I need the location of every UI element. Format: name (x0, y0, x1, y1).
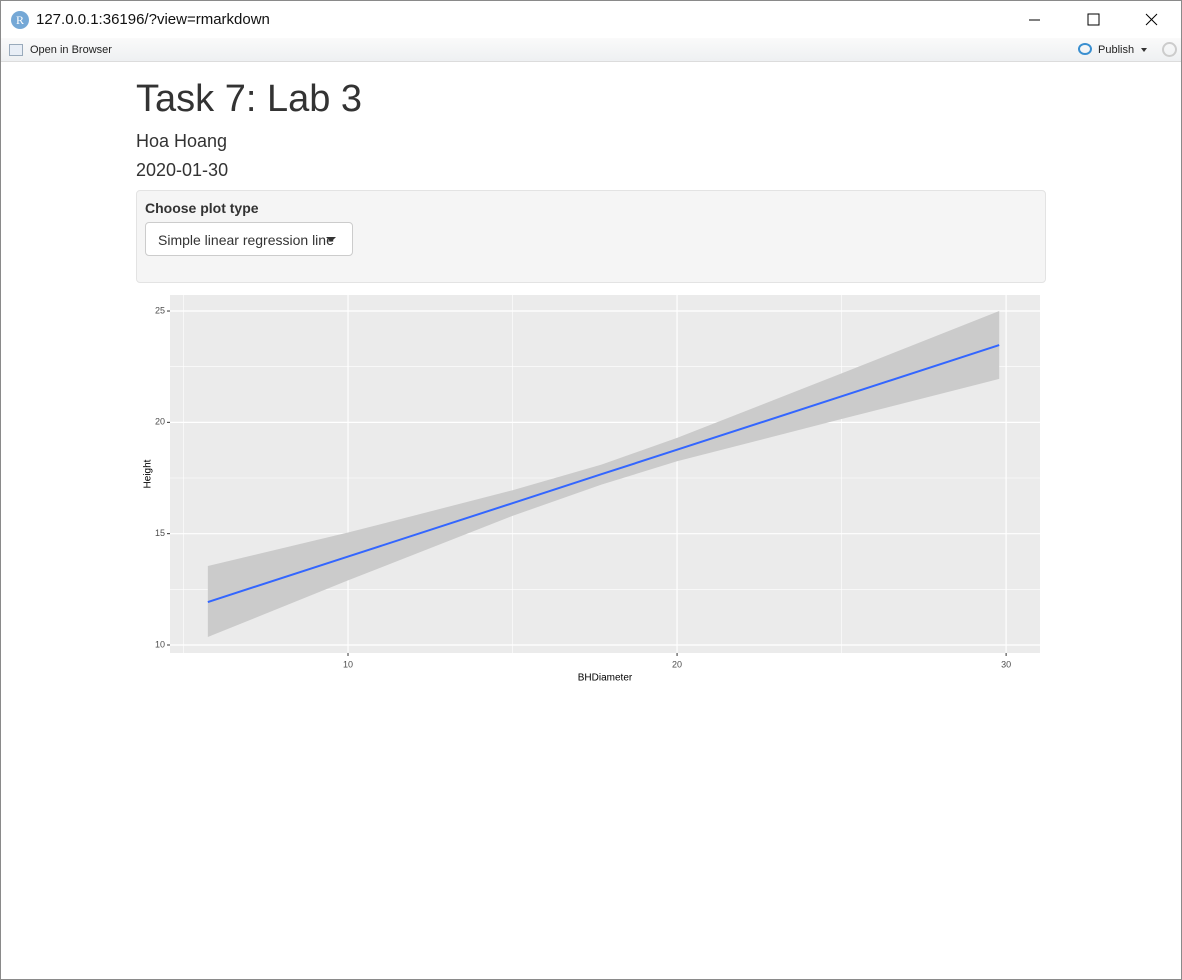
input-panel: Choose plot type Simple linear regressio… (136, 190, 1046, 283)
x-tick-label: 20 (672, 659, 682, 669)
refresh-icon[interactable] (1162, 42, 1177, 57)
doc-date: 2020-01-30 (136, 160, 229, 180)
window-url: 127.0.0.1:36196/?view=rmarkdown (36, 11, 270, 28)
close[interactable] (1145, 13, 1158, 26)
chart: BHDiameter Height 10 20 30 10 15 20 25 (143, 295, 1040, 684)
x-tick-label: 30 (1001, 659, 1011, 669)
y-axis-title: Height (143, 459, 154, 488)
x-tick-label: 10 (343, 659, 353, 669)
title-bar: R 127.0.0.1:36196/?view=rmarkdown (1, 1, 1181, 38)
doc-title: Task 7: Lab 3 (136, 78, 363, 120)
browser-icon (9, 44, 23, 56)
y-tick-label: 20 (155, 417, 165, 427)
plot-type-select[interactable]: Simple linear regression line (145, 222, 353, 256)
doc-author: Hoa Hoang (136, 131, 228, 151)
y-tick-label: 15 (155, 528, 165, 538)
select-caret (326, 237, 336, 242)
toolbar: Open in Browser Publish (1, 38, 1181, 62)
publish-button[interactable]: Publish (1098, 44, 1135, 56)
open-in-browser[interactable]: Open in Browser (30, 44, 112, 56)
publish-dropdown[interactable] (1141, 48, 1147, 52)
regression-line (207, 344, 1000, 603)
x-axis-title: BHDiameter (578, 673, 633, 684)
maximize[interactable] (1087, 13, 1100, 26)
y-tick-label: 25 (155, 305, 165, 315)
app-icon: R (11, 11, 29, 29)
select-value: Simple linear regression line (158, 232, 334, 248)
input-label: Choose plot type (145, 200, 259, 216)
publish-icon (1078, 43, 1092, 55)
window-controls[interactable] (1021, 1, 1181, 38)
y-tick-label: 10 (155, 639, 165, 649)
